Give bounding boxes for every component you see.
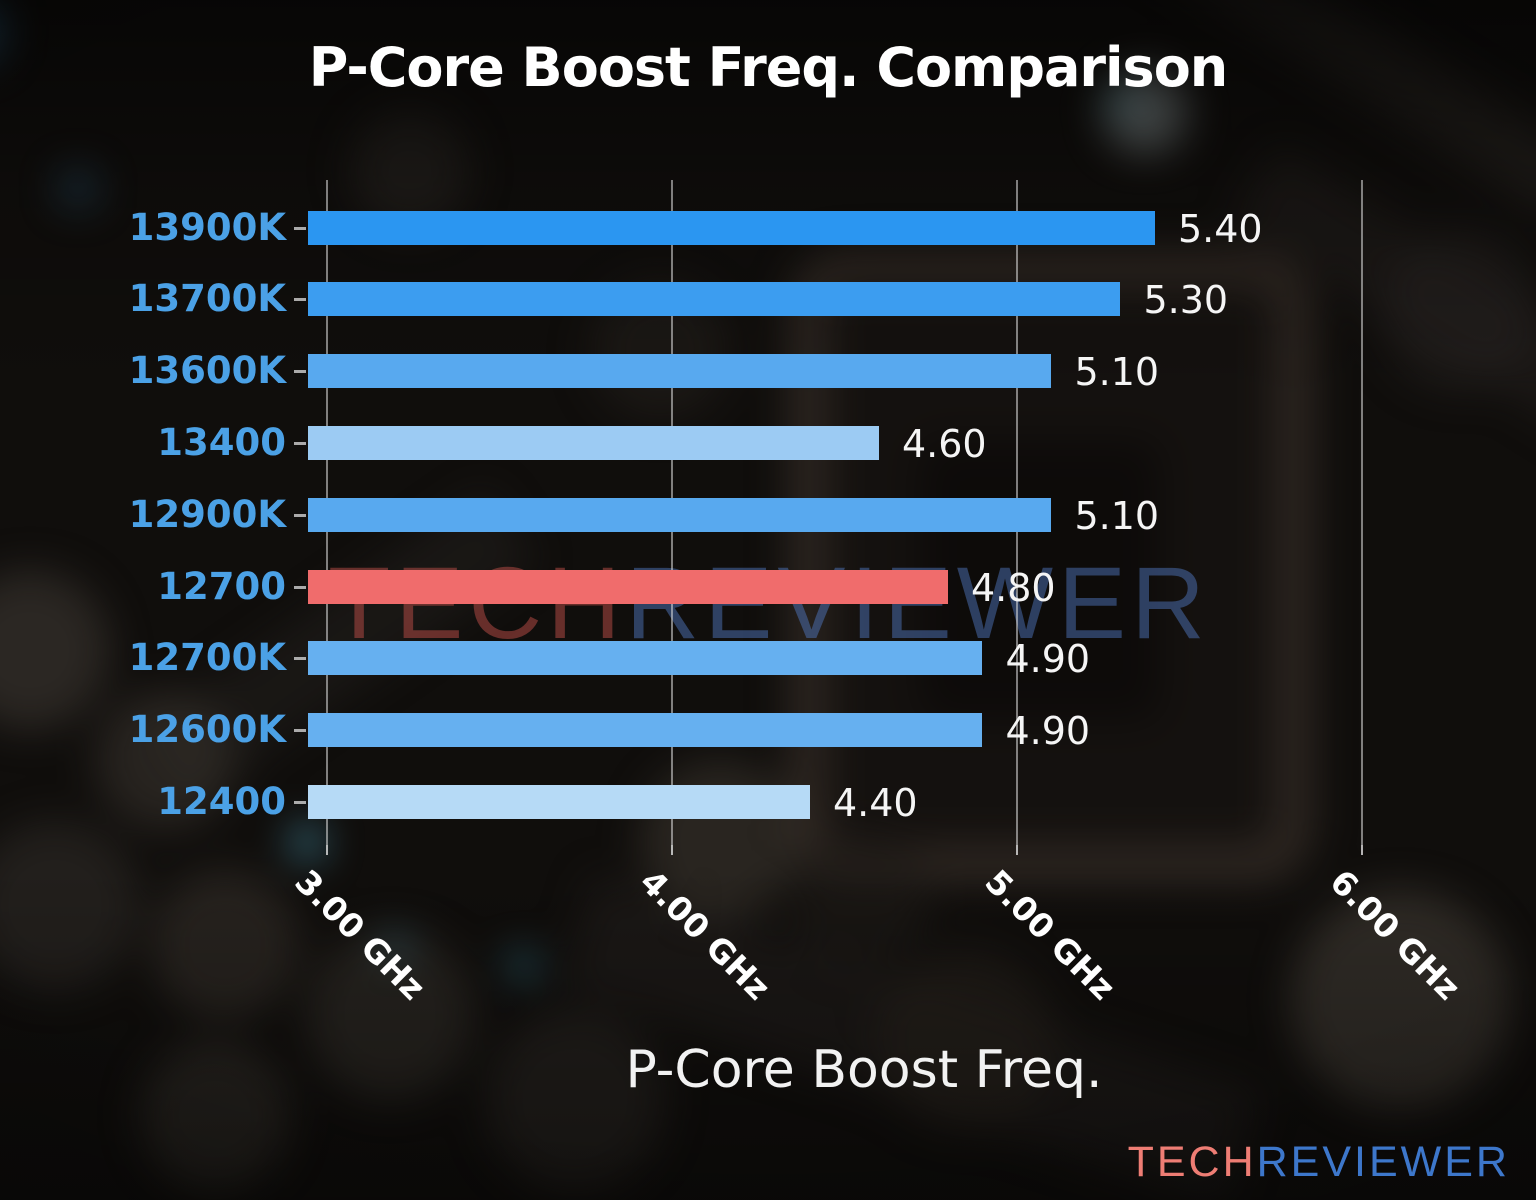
logo-tech: TECH	[1127, 1138, 1257, 1186]
category-label-13600K: 13600K	[128, 349, 286, 393]
bar-value-label: 4.80	[970, 565, 1056, 610]
bar-13400	[308, 425, 879, 460]
category-tick	[294, 800, 306, 804]
x-tick	[325, 845, 328, 855]
bar-row: 5.40	[308, 206, 1420, 251]
x-tick	[1015, 845, 1018, 855]
bar-row: 4.80	[308, 565, 1420, 610]
y-axis-labels: 13900K 13700K 13600K 13400 12900K 12700 12700K…	[0, 180, 308, 845]
gridline	[1360, 180, 1363, 845]
bar-value-label: 5.10	[1074, 350, 1160, 395]
category-tick	[294, 513, 306, 517]
logo: TECHREVIEWER	[1128, 1138, 1510, 1187]
category-tick	[294, 441, 306, 445]
category-tick	[294, 226, 306, 230]
page-title: P-Core Boost Freq. Comparison	[308, 36, 1229, 99]
bar-value-label: 4.40	[832, 780, 918, 825]
category-label-13400: 13400	[157, 420, 286, 464]
bar-row: 4.40	[308, 780, 1420, 825]
category-tick	[294, 657, 306, 661]
bar-value-label: 4.90	[1005, 637, 1091, 682]
bar-value-label: 5.40	[1177, 206, 1263, 251]
bar-12700	[308, 569, 948, 604]
x-tick	[670, 845, 673, 855]
bar-value-label: 5.10	[1074, 493, 1160, 538]
bar-row: 4.60	[308, 421, 1420, 466]
category-label-12400: 12400	[157, 779, 286, 823]
category-label-12900K: 12900K	[128, 492, 286, 536]
bar-row: 5.10	[308, 493, 1420, 538]
x-tick	[1360, 845, 1363, 855]
logo-reviewer: REVIEWER	[1256, 1138, 1510, 1186]
category-label-13700K: 13700K	[128, 277, 286, 321]
bar-row: 5.10	[308, 350, 1420, 395]
category-label-13900K: 13900K	[128, 205, 286, 249]
bar-row: 4.90	[308, 709, 1420, 754]
category-label-12700: 12700	[157, 564, 286, 608]
bar-value-label: 4.90	[1005, 709, 1091, 754]
category-label-12700K: 12700K	[128, 636, 286, 680]
category-tick	[294, 729, 306, 733]
bar-row: 5.30	[308, 278, 1420, 323]
x-axis-label: P-Core Boost Freq.	[625, 1040, 1103, 1100]
bar-value-label: 4.60	[901, 421, 987, 466]
bar-12600K	[308, 713, 983, 748]
bar-13900K	[308, 210, 1155, 245]
bar-12700K	[308, 641, 983, 676]
bar-12900K	[308, 497, 1052, 532]
category-tick	[294, 370, 306, 374]
category-label-12600K: 12600K	[128, 708, 286, 752]
category-tick	[294, 585, 306, 589]
bar-row: 4.90	[308, 637, 1420, 682]
chart-plot-area: 3.00 GHz 4.00 GHz 5.00 GHz 6.00 GHz 5.40 5.30…	[287, 180, 1468, 1008]
bar-value-label: 5.30	[1143, 278, 1229, 323]
bar-12400	[308, 784, 810, 819]
bar-13700K	[308, 282, 1121, 317]
bar-13600K	[308, 354, 1052, 389]
category-tick	[294, 298, 306, 302]
